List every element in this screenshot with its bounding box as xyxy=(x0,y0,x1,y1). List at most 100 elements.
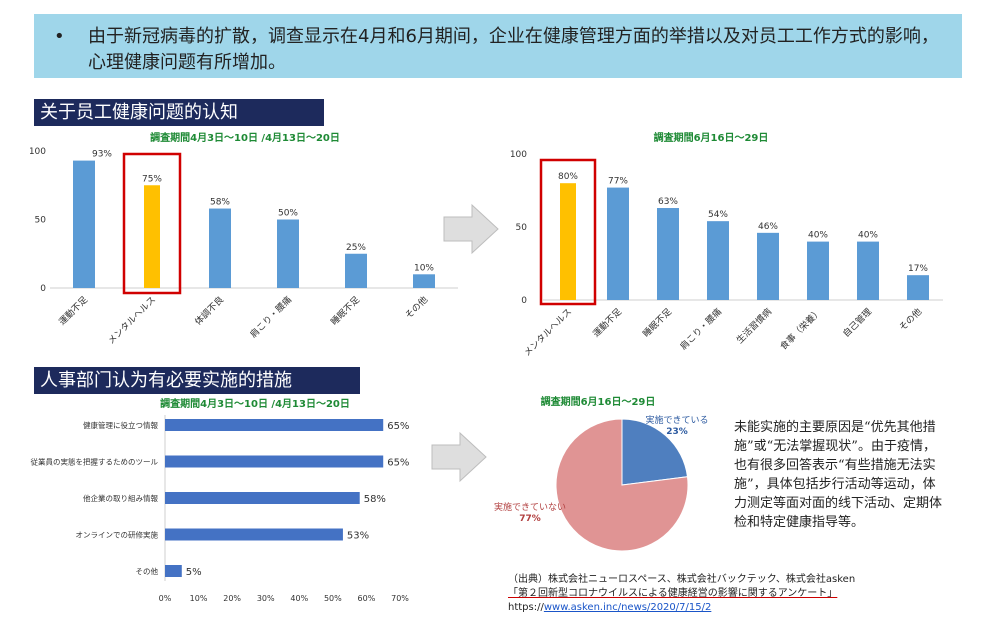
x-tick-label: 40% xyxy=(290,594,308,603)
value-label: 17% xyxy=(908,264,928,274)
bar xyxy=(144,185,160,288)
right-arrow-icon xyxy=(443,203,499,255)
value-label: 58% xyxy=(210,198,230,208)
value-label: 93% xyxy=(92,150,112,160)
value-label: 54% xyxy=(708,210,728,220)
x-tick-label: 20% xyxy=(223,594,241,603)
value-label: 40% xyxy=(858,231,878,241)
category-label: その他 xyxy=(136,566,159,576)
slice-label: 実施できていない xyxy=(494,501,566,513)
x-tick-label: 30% xyxy=(257,594,275,603)
bar xyxy=(165,565,182,577)
highlight-box xyxy=(539,158,597,306)
category-label: メンタルヘルス xyxy=(522,306,574,358)
category-label: 従業員の実態を把握するためのツール xyxy=(31,457,159,467)
chart-title: 調査期間4月3日～10日 /4月13日～20日 xyxy=(150,131,340,144)
value-label: 46% xyxy=(758,222,778,232)
category-label: 他企業の取り組み情報 xyxy=(83,493,158,503)
value-label: 77% xyxy=(608,177,628,187)
y-tick-label: 0 xyxy=(521,296,527,306)
category-label: オンラインでの研修実施 xyxy=(76,530,159,540)
chart-title: 調査期間4月3日～10日 /4月13日～20日 xyxy=(160,397,350,410)
source-citation: （出典）株式会社ニューロスペース、株式会社バックテック、株式会社asken 「第… xyxy=(508,573,855,615)
category-label: 睡眠不足 xyxy=(640,306,674,340)
bar xyxy=(277,219,299,288)
source-line-1: （出典）株式会社ニューロスペース、株式会社バックテック、株式会社asken xyxy=(508,574,856,585)
slice-label: 実施できている xyxy=(645,414,708,426)
category-label: 肩こり・腰痛 xyxy=(677,306,724,353)
value-label: 10% xyxy=(414,263,434,273)
bar xyxy=(73,160,95,288)
source-line-3: https://www.asken.inc/news/2020/7/15/2 xyxy=(508,601,855,615)
x-tick-label: 0% xyxy=(159,594,172,603)
health-issues-april-chart: 調査期間4月3日～10日 /4月13日～20日 100 50 0 93% 運動不足 75% メ… xyxy=(30,131,458,347)
category-label: 睡眠不足 xyxy=(328,294,362,328)
value-label: 5% xyxy=(186,567,202,578)
slice-value-label: 23% xyxy=(666,427,688,437)
pie-slice xyxy=(621,418,689,486)
x-tick-label: 60% xyxy=(358,594,376,603)
bar xyxy=(707,221,729,300)
category-label: 運動不足 xyxy=(591,306,624,339)
value-label: 63% xyxy=(658,197,678,207)
y-tick-label: 50 xyxy=(516,223,528,233)
category-label: メンタルヘルス xyxy=(106,294,158,346)
highlight-box xyxy=(122,152,182,295)
reason-note: 未能实施的主要原因是“优先其他措施”或“无法掌握现状”。由于疫情，也有很多回答表… xyxy=(734,420,943,530)
category-label: その他 xyxy=(403,294,431,322)
right-arrow-icon xyxy=(431,431,487,483)
category-label: 自己管理 xyxy=(840,306,874,340)
category-label: 肩こり・腰痛 xyxy=(247,294,294,341)
value-label: 50% xyxy=(278,209,298,219)
bar xyxy=(607,187,629,300)
slice-value-label: 77% xyxy=(519,514,541,524)
value-label: 65% xyxy=(387,421,409,432)
bar xyxy=(857,241,879,300)
value-label: 75% xyxy=(142,174,162,184)
y-tick-label: 0 xyxy=(40,284,46,294)
x-tick-label: 70% xyxy=(391,594,409,603)
bar xyxy=(560,183,576,300)
bar xyxy=(757,232,779,300)
summary-text: 由于新冠病毒的扩散，调查显示在4月和6月期间，企业在健康管理方面的举措以及对员工… xyxy=(88,26,939,73)
source-url-prefix: https:// xyxy=(508,602,544,613)
value-label: 25% xyxy=(346,243,366,253)
bar xyxy=(345,253,367,288)
bar xyxy=(165,419,384,431)
value-label: 40% xyxy=(808,231,828,241)
category-label: 体調不良 xyxy=(192,294,226,328)
y-tick-label: 100 xyxy=(30,147,46,157)
category-label: 生活習慣病 xyxy=(734,306,774,346)
bar xyxy=(907,275,929,300)
summary-banner: • 由于新冠病毒的扩散，调查显示在4月和6月期间，企业在健康管理方面的举措以及对… xyxy=(34,14,962,78)
hr-measures-chart: 調査期間4月3日～10日 /4月13日～20日 0% 10% 20% 30% 40% 50%… xyxy=(31,397,410,603)
bar xyxy=(807,241,829,300)
bar xyxy=(165,492,360,504)
category-label: 運動不足 xyxy=(57,294,90,327)
value-label: 65% xyxy=(387,458,409,469)
bar xyxy=(657,208,679,300)
category-label: 食事（栄養） xyxy=(777,306,824,353)
bar xyxy=(209,208,231,288)
bar xyxy=(165,528,343,541)
x-tick-label: 50% xyxy=(324,594,342,603)
bar xyxy=(413,274,435,288)
x-tick-label: 10% xyxy=(190,594,208,603)
chart-title: 調査期間6月16日～29日 xyxy=(541,395,656,408)
bullet-glyph: • xyxy=(54,26,65,47)
section-title-health-issues: 关于员工健康问题的认知 xyxy=(34,99,324,126)
value-label: 58% xyxy=(364,494,386,505)
section-title-hr-measures: 人事部门认为有必要实施的措施 xyxy=(34,367,360,394)
chart-title: 調査期間6月16日～29日 xyxy=(654,131,769,144)
category-label: 健康管理に役立つ情報 xyxy=(83,420,158,430)
source-link[interactable]: www.asken.inc/news/2020/7/15/2 xyxy=(543,602,712,613)
bar xyxy=(165,455,384,468)
y-tick-label: 50 xyxy=(35,216,47,226)
y-tick-label: 100 xyxy=(510,150,527,160)
source-line-2: 「第２回新型コロナウイルスによる健康経営の影響に関するアンケート」 xyxy=(508,588,838,599)
category-label: その他 xyxy=(897,306,925,334)
health-issues-june-chart: 調査期間6月16日～29日 100 50 0 80% メンタルヘルス 77% 運動不足 63% 睡… xyxy=(510,131,943,359)
value-label: 53% xyxy=(347,531,369,542)
pie-slice xyxy=(555,418,689,552)
